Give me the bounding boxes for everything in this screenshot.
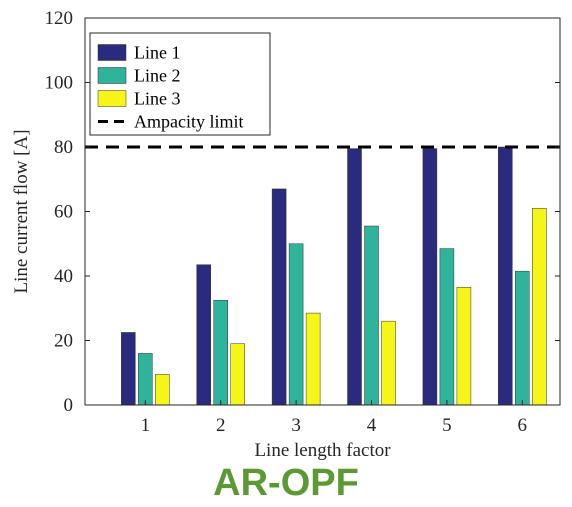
bar-line-1-5 bbox=[422, 148, 438, 406]
legend-swatch-line-3 bbox=[97, 90, 127, 107]
bar-line-1-2 bbox=[196, 264, 211, 406]
x-axis-label: Line length factor bbox=[254, 440, 391, 461]
x-tick-label: 1 bbox=[141, 415, 151, 436]
x-tick-label: 4 bbox=[367, 415, 377, 436]
bar-line-2-1 bbox=[138, 353, 153, 406]
bar-line-2-2 bbox=[213, 299, 228, 406]
legend-label-line-2: Line 2 bbox=[134, 66, 181, 86]
bar-line-3-2 bbox=[230, 343, 245, 406]
bar-line-1-3 bbox=[271, 188, 287, 406]
legend-label-line-1: Line 1 bbox=[134, 43, 181, 63]
bar-line-2-4 bbox=[364, 225, 379, 406]
x-tick-label: 2 bbox=[216, 415, 226, 436]
y-axis-label: Line current flow [A] bbox=[11, 129, 32, 293]
y-tick-label: 40 bbox=[54, 266, 73, 287]
y-tick-label: 120 bbox=[45, 8, 74, 29]
x-tick-label: 3 bbox=[291, 415, 301, 436]
legend: Line 1 Line 2 Line 3 Ampacity limit bbox=[89, 32, 271, 136]
legend-frame bbox=[89, 32, 271, 136]
y-tick-label: 80 bbox=[54, 137, 73, 158]
bar-line-2-6 bbox=[515, 270, 530, 406]
y-tick-label: 20 bbox=[54, 331, 73, 352]
bars-group bbox=[121, 146, 547, 406]
legend-label-line-3: Line 3 bbox=[134, 89, 181, 109]
bar-chart: 1 2 3 4 5 6 0 20 40 60 80 100 120 Line length facto… bbox=[11, 8, 561, 461]
y-tick-label: 100 bbox=[45, 73, 74, 94]
legend-swatch-line-2 bbox=[97, 67, 127, 84]
x-ticks-group: 1 2 3 4 5 6 bbox=[141, 400, 527, 436]
bar-line-1-6 bbox=[498, 146, 513, 406]
legend-label-ampacity-limit: Ampacity limit bbox=[134, 112, 244, 132]
y-tick-label: 60 bbox=[54, 202, 73, 223]
bar-line-3-3 bbox=[305, 312, 321, 406]
bar-line-1-1 bbox=[121, 332, 136, 406]
x-tick-label: 6 bbox=[518, 415, 528, 436]
bar-line-3-6 bbox=[532, 208, 547, 406]
bar-line-2-5 bbox=[439, 248, 455, 406]
bar-line-3-1 bbox=[155, 374, 170, 406]
legend-swatch-line-1 bbox=[97, 44, 127, 61]
bar-line-1-4 bbox=[347, 148, 362, 406]
bar-line-3-5 bbox=[456, 287, 472, 406]
x-tick-label: 5 bbox=[442, 415, 452, 436]
bar-line-2-3 bbox=[288, 243, 304, 406]
y-ticks-group: 0 20 40 60 80 100 120 bbox=[45, 8, 560, 416]
y-tick-label: 0 bbox=[64, 395, 74, 416]
bar-line-3-4 bbox=[381, 320, 396, 406]
chart-caption: AR-OPF bbox=[213, 462, 359, 504]
